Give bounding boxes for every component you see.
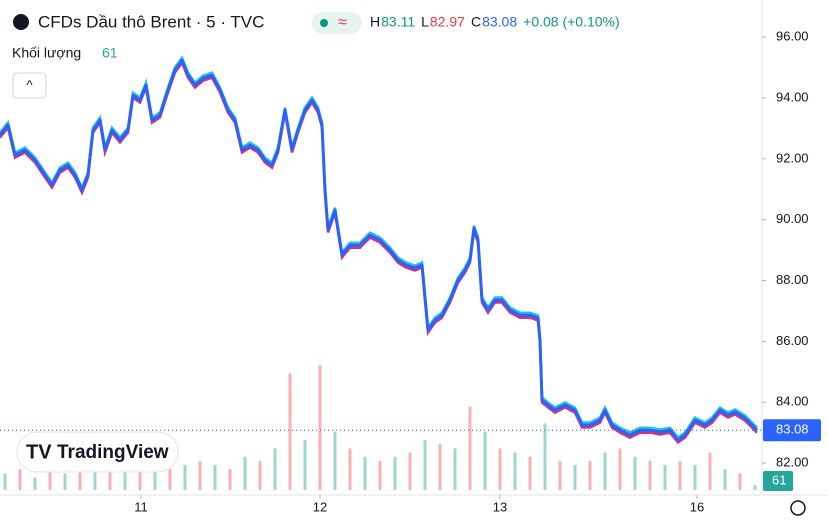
volume-bar bbox=[198, 460, 202, 490]
x-tick-label: 11 bbox=[134, 499, 148, 514]
volume-label-box bbox=[763, 471, 793, 491]
brand-badge bbox=[16, 431, 179, 473]
volume-bar bbox=[18, 469, 22, 490]
volume-bar bbox=[303, 440, 307, 490]
volume-bar bbox=[228, 469, 232, 490]
volume-bar bbox=[213, 465, 217, 490]
status-dot bbox=[320, 19, 328, 27]
volume-bar bbox=[738, 473, 742, 490]
volume-bar bbox=[138, 460, 142, 490]
volume-bar bbox=[483, 431, 487, 490]
price-line bbox=[0, 58, 759, 442]
volume-bar bbox=[438, 444, 442, 490]
volume-bar bbox=[513, 452, 517, 490]
volume-bar bbox=[273, 448, 277, 490]
volume-label: 61 bbox=[772, 472, 786, 487]
volume-bar bbox=[108, 465, 112, 490]
y-tick-label: 88.00 bbox=[776, 272, 809, 287]
chart-title: CFDs Dầu thô Brent · 5 · TVC bbox=[38, 12, 264, 31]
volume-bar bbox=[48, 465, 52, 490]
volume-bar bbox=[753, 484, 757, 490]
y-tick-label: 90.00 bbox=[776, 211, 809, 226]
volume-bar bbox=[243, 456, 247, 490]
last-price-box bbox=[763, 419, 821, 442]
volume-bar bbox=[408, 452, 412, 490]
volume-bar bbox=[678, 460, 682, 490]
collapse-button[interactable] bbox=[12, 72, 47, 99]
volume-bar bbox=[588, 460, 592, 490]
volume-bar bbox=[453, 448, 457, 490]
volume-bar bbox=[348, 448, 352, 490]
last-price-label: 83.08 bbox=[776, 422, 809, 437]
settings-icon[interactable] bbox=[790, 500, 806, 516]
x-tick-label: 13 bbox=[493, 499, 507, 514]
volume-bar bbox=[558, 460, 562, 490]
symbol-icon bbox=[13, 14, 29, 30]
brand: TradingView bbox=[57, 442, 169, 463]
volume-bar bbox=[63, 473, 67, 490]
plot bbox=[0, 36, 766, 499]
x-tick-label: 12 bbox=[313, 499, 327, 514]
ohlc-label: C bbox=[471, 14, 481, 30]
volume-bar bbox=[168, 469, 172, 490]
volume-bar bbox=[663, 465, 667, 490]
volume-title: Khối lượng bbox=[12, 45, 81, 61]
volume-bar bbox=[378, 460, 382, 490]
volume-bar bbox=[78, 469, 82, 490]
volume-bar bbox=[633, 456, 637, 490]
volume-bar bbox=[183, 465, 187, 490]
volume-bar bbox=[423, 440, 427, 490]
volume-bar bbox=[723, 469, 727, 490]
volume-bar bbox=[153, 465, 157, 490]
volume-bar bbox=[573, 465, 577, 490]
y-tick-label: 94.00 bbox=[776, 89, 809, 104]
y-tick-label: 82.00 bbox=[776, 454, 809, 469]
y-tick-label: 84.00 bbox=[776, 394, 809, 409]
y-tick-label: 92.00 bbox=[776, 150, 809, 165]
volume-bar bbox=[603, 452, 607, 490]
status-badge bbox=[312, 12, 362, 34]
volume-bar bbox=[648, 460, 652, 490]
y-tick-label: 86.00 bbox=[776, 333, 809, 348]
status-icon: ≈ bbox=[338, 14, 347, 31]
ohlc-value: 83.08 bbox=[482, 14, 517, 30]
volume-bar bbox=[288, 373, 292, 490]
x-tick-label: 16 bbox=[690, 499, 704, 514]
change: +0.08 (+0.10%) bbox=[523, 14, 620, 30]
brand-logo: TV bbox=[26, 441, 52, 463]
volume-bar bbox=[498, 448, 502, 490]
ohlc-value: 82.97 bbox=[430, 14, 465, 30]
ohlc: H 83.11 L 82.97 C 83.08 +0.08 (+0.10%) bbox=[370, 14, 620, 30]
volume-bar bbox=[333, 431, 337, 490]
volume-bar bbox=[3, 473, 7, 490]
y-tick-label: 96.00 bbox=[776, 29, 809, 44]
ohlc-value: 83.11 bbox=[381, 14, 415, 30]
volume-bar bbox=[693, 465, 697, 490]
volume-bar bbox=[33, 477, 37, 490]
volume-bar bbox=[618, 448, 622, 490]
collapse-icon[interactable]: ^ bbox=[26, 77, 33, 92]
volume-bar bbox=[258, 460, 262, 490]
volume-bar bbox=[318, 365, 322, 490]
volume-bar bbox=[363, 456, 367, 490]
ohlc-label: H bbox=[370, 14, 380, 30]
volume-bar bbox=[543, 423, 547, 490]
ohlc-label: L bbox=[421, 14, 429, 30]
volume-bar bbox=[528, 456, 532, 490]
volume-bar bbox=[393, 456, 397, 490]
volume-bar bbox=[468, 406, 472, 490]
volume-bar bbox=[708, 452, 712, 490]
volume-last: 61 bbox=[102, 45, 118, 61]
